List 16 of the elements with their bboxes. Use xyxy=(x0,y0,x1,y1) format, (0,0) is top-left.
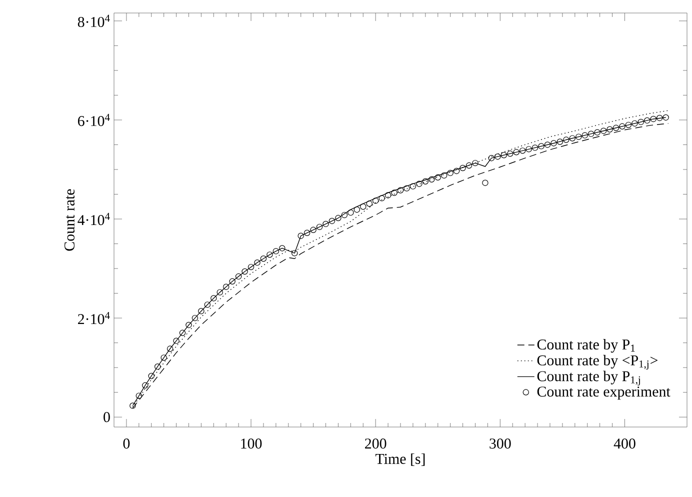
x-tick-label: 400 xyxy=(614,438,636,449)
y-tick-label: 8·10$^{4}$ xyxy=(78,14,110,28)
y-axis-title: Count rate xyxy=(64,189,75,251)
x-tick-label: 200 xyxy=(365,438,386,449)
y-tick-label: 2·10$^{4}$ xyxy=(78,312,110,324)
legend-label: Count rate by P$_{1,j}$ xyxy=(537,370,640,386)
legend-label: Count rate by <P$_{1,j}$> xyxy=(537,354,658,370)
y-tick-label: 0 xyxy=(104,412,110,422)
y-tick-label: 4·10$^{4}$ xyxy=(78,212,110,226)
legend-label: Count rate experiment xyxy=(537,386,670,400)
y-tick-label: 6·10$^{4}$ xyxy=(78,114,110,126)
x-axis-title: Time [s] xyxy=(376,453,425,466)
x-tick-label: 300 xyxy=(490,438,511,449)
x-tick-label: 100 xyxy=(241,438,262,449)
x-tick-label: 0 xyxy=(123,438,130,449)
legend-label: Count rate by P$_{1}$ xyxy=(537,339,635,353)
